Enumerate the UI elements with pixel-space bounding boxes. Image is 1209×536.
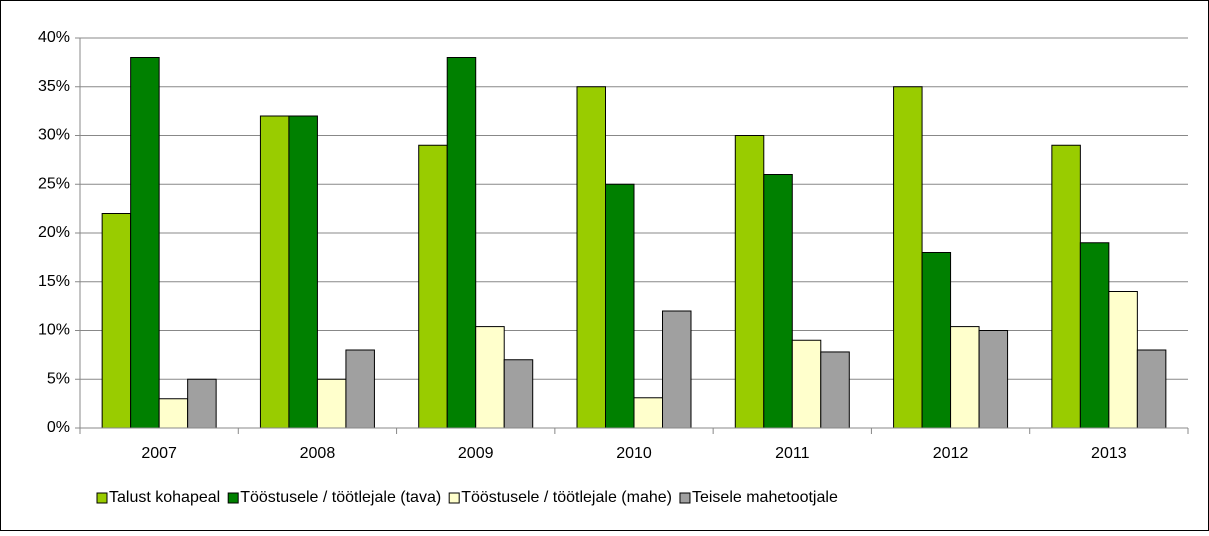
y-tick-label: 5%: [47, 370, 70, 387]
x-tick-label: 2013: [1091, 445, 1127, 462]
bar: [130, 57, 160, 429]
x-tick-label: 2008: [300, 445, 336, 462]
x-tick-label: 2010: [616, 445, 652, 462]
bar: [475, 326, 505, 429]
bar: [446, 57, 477, 429]
legend-label: Talust kohapeal: [109, 489, 220, 506]
y-tick-label: 15%: [38, 273, 70, 290]
legend-swatch: [448, 492, 460, 504]
bar: [1108, 291, 1138, 429]
y-tick-label: 25%: [38, 175, 70, 192]
y-tick-label: 30%: [38, 127, 70, 144]
bar: [576, 86, 606, 429]
bar: [763, 174, 793, 429]
bar: [820, 351, 850, 429]
bar: [187, 378, 217, 429]
y-tick-label: 40%: [38, 29, 70, 46]
legend-swatch: [96, 492, 108, 504]
bar: [418, 144, 448, 429]
bar: [734, 135, 765, 429]
x-tick-label: 2012: [933, 445, 969, 462]
bar: [921, 252, 952, 429]
bar: [662, 310, 692, 429]
legend-label: Teisele mahetootjale: [692, 489, 838, 506]
bar: [1051, 144, 1081, 429]
bar: [605, 183, 635, 429]
bar: [978, 330, 1009, 429]
x-tick-label: 2007: [141, 445, 177, 462]
y-tick-label: 35%: [38, 78, 70, 95]
bar: [950, 326, 980, 429]
bar: [288, 115, 318, 429]
x-tick-label: 2011: [775, 445, 810, 462]
bar: [345, 349, 375, 429]
y-tick-label: 0%: [47, 419, 70, 436]
x-tick-label: 2009: [458, 445, 494, 462]
bar: [1136, 349, 1167, 429]
bar: [893, 86, 923, 429]
bar: [791, 339, 822, 429]
bar: [316, 378, 347, 429]
legend-label: Tööstusele / töötlejale (mahe): [461, 489, 672, 506]
y-tick-label: 20%: [38, 224, 70, 241]
bar: [503, 359, 534, 429]
bar: [633, 397, 663, 429]
bar: [259, 115, 290, 429]
legend-swatch: [679, 492, 691, 504]
bar: [1079, 242, 1110, 429]
legend-swatch: [227, 492, 239, 504]
legend-label: Tööstusele / töötlejale (tava): [240, 489, 441, 506]
bar: [101, 213, 132, 429]
y-tick-label: 10%: [38, 322, 70, 339]
bar: [158, 398, 189, 429]
